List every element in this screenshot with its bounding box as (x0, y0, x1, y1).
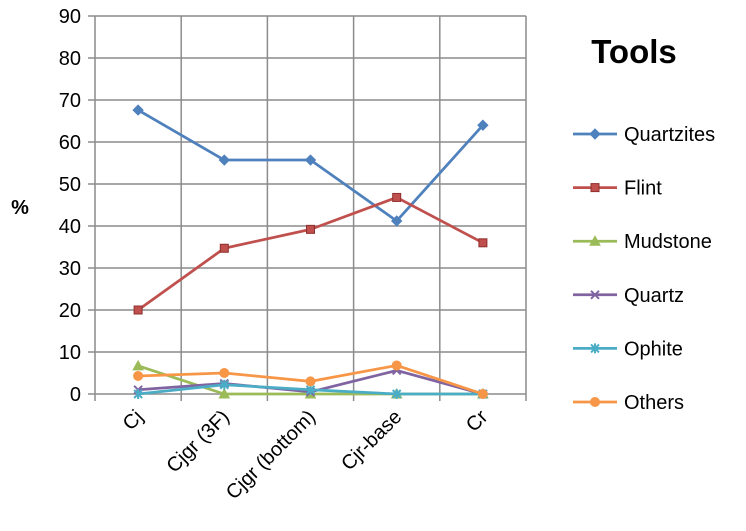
data-point (306, 224, 315, 234)
y-tick-label: 50 (59, 174, 81, 196)
y-axis-label: % (11, 197, 29, 219)
legend-label: Quartz (624, 285, 684, 307)
y-tick-label: 10 (59, 342, 81, 364)
data-point (477, 389, 488, 399)
x-tick-label: Cjgr (bottom) (222, 406, 320, 504)
legend-label: Ophite (624, 338, 683, 360)
data-point (218, 387, 231, 399)
x-tick-label: Cr (462, 406, 493, 437)
y-tick-label: 40 (59, 216, 81, 238)
legend-item-others: Others (573, 392, 684, 414)
legend: Quartzites Flint Mudstone Quartz Ophite Other… (573, 124, 715, 414)
data-point (132, 104, 144, 116)
legend-marker (590, 290, 600, 300)
y-tick-label: 20 (59, 300, 81, 322)
y-tick-label: 80 (59, 48, 81, 70)
series (132, 104, 489, 399)
series-line (137, 196, 484, 312)
data-point (391, 360, 402, 371)
legend-item-ophite: Ophite (573, 338, 683, 360)
legend-label: Others (624, 392, 684, 414)
x-tick-label: Cjgr (3F) (162, 406, 233, 477)
legend-marker (590, 397, 600, 407)
data-point (133, 370, 144, 381)
data-point (219, 368, 230, 378)
data-point (390, 215, 403, 227)
y-tick-labels: 0 10 20 30 40 50 60 70 80 90 (59, 6, 81, 406)
data-point (132, 359, 144, 371)
series-flint (133, 192, 488, 315)
series-others (133, 360, 488, 399)
y-tick-label: 30 (59, 258, 81, 280)
legend-marker (590, 183, 600, 193)
data-point (477, 119, 489, 131)
series-quartzites (132, 104, 489, 227)
legend-item-flint: Flint (573, 178, 662, 200)
legend-item-quartz: Quartz (573, 285, 684, 307)
chart-title: Tools (591, 33, 677, 70)
x-tick-labels: Cj Cjgr (3F)Cjgr (bottom) Cjr-base Cr (119, 406, 493, 504)
data-point (478, 238, 488, 248)
legend-marker (589, 128, 601, 140)
legend-marker (590, 343, 600, 354)
data-point (304, 154, 317, 166)
data-point (218, 154, 231, 166)
gridlines (95, 15, 527, 394)
axes (88, 15, 527, 401)
legend-item-quartzites: Quartzites (573, 124, 715, 146)
legend-item-mudstone: Mudstone (573, 231, 712, 253)
legend-label: Mudstone (624, 231, 712, 253)
data-point (305, 376, 316, 387)
legend-label: Quartzites (624, 124, 715, 146)
y-tick-label: 90 (59, 6, 81, 28)
data-point (219, 379, 230, 390)
data-point (391, 389, 402, 399)
data-point (305, 384, 316, 395)
legend-label: Flint (624, 178, 662, 200)
data-point (133, 389, 143, 399)
data-point (219, 243, 229, 253)
legend-marker (589, 235, 601, 246)
y-tick-label: 0 (70, 384, 81, 406)
y-tick-label: 70 (59, 90, 81, 112)
data-point (133, 305, 143, 315)
x-tick-label: Cj (119, 406, 148, 435)
y-tick-label: 60 (59, 132, 81, 154)
data-point (392, 192, 402, 202)
x-tick-label: Cjr-base (337, 406, 406, 475)
